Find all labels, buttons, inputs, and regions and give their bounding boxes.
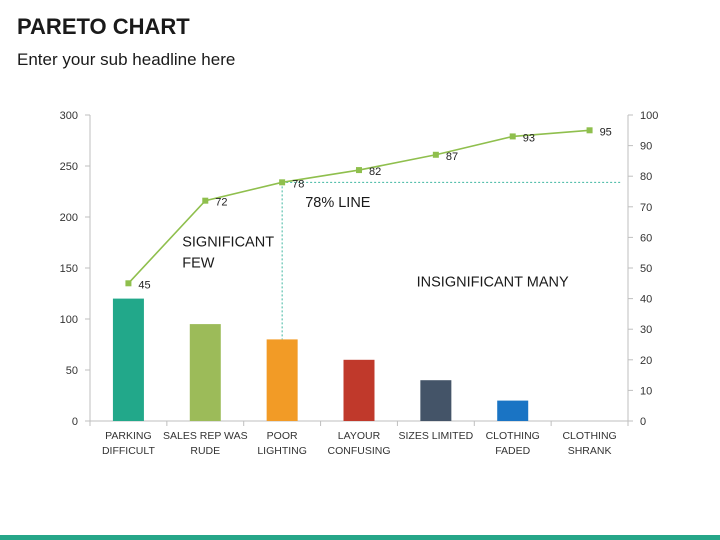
bar <box>189 324 221 421</box>
chart-axes: 0 50 100 150 200 250 300 0 10 20 30 40 50 60 70 80 90 100… <box>60 110 659 457</box>
chart-annotation: 78% LINE <box>305 195 371 211</box>
bar <box>497 400 529 421</box>
x-tick-label-line: LIGHTING <box>257 445 307 457</box>
chart-annotation-line: SIGNIFICANT <box>182 235 274 251</box>
right-tick-label: 10 <box>640 385 652 397</box>
left-tick-label: 200 <box>60 212 78 224</box>
bar <box>112 298 144 421</box>
x-tick-label-line: FADED <box>495 445 530 457</box>
line-data-label: 45 <box>138 279 150 291</box>
x-tick-label-line: SIZES LIMITED <box>399 430 474 442</box>
right-tick-label: 30 <box>640 324 652 336</box>
chart-annotation-line: INSIGNIFICANT MANY <box>417 274 569 290</box>
cumulative-line: 45 72 78 82 87 93 95 <box>125 126 622 340</box>
bar <box>420 380 452 421</box>
x-tick-label: POOR LIGHTING <box>257 430 307 457</box>
x-tick-label: CLOTHING SHRANK <box>562 430 616 457</box>
chart-bars <box>112 298 529 421</box>
x-tick-label-line: CLOTHING <box>562 430 616 442</box>
line-point <box>432 151 439 158</box>
left-tick-label: 0 <box>72 416 78 428</box>
x-tick-label: PARKING DIFFICULT <box>102 430 155 457</box>
line-data-label: 87 <box>446 151 458 163</box>
x-tick-label: SALES REP WAS RUDE <box>163 430 248 457</box>
x-tick-label-line: CLOTHING <box>486 430 540 442</box>
x-tick-label: SIZES LIMITED <box>399 430 474 442</box>
x-tick-label-line: CONFUSING <box>328 445 391 457</box>
right-tick-label: 50 <box>640 263 652 275</box>
right-tick-label: 0 <box>640 416 646 428</box>
line-data-label: 95 <box>600 126 612 138</box>
bar <box>266 339 298 421</box>
footer-accent-bar <box>0 535 720 540</box>
x-tick-label-line: SHRANK <box>568 445 612 457</box>
page-subtitle: Enter your sub headline here <box>17 50 236 69</box>
right-tick-label: 70 <box>640 202 652 214</box>
right-tick-label: 100 <box>640 110 658 122</box>
chart-annotations: 78% LINE SIGNIFICANT FEW INSIGNIFICANT MANY <box>182 195 569 291</box>
x-tick-label-line: POOR <box>267 430 298 442</box>
x-tick-label: LAYOUR CONFUSING <box>328 430 391 457</box>
line-data-label: 93 <box>523 132 535 144</box>
left-tick-label: 100 <box>60 314 78 326</box>
left-tick-label: 250 <box>60 161 78 173</box>
x-tick-label-line: SALES REP WAS <box>163 430 248 442</box>
right-tick-label: 90 <box>640 141 652 153</box>
x-tick-label-line: DIFFICULT <box>102 445 155 457</box>
line-point <box>509 133 516 140</box>
left-tick-label: 150 <box>60 263 78 275</box>
line-point <box>356 167 362 174</box>
line-point <box>202 197 209 204</box>
x-tick-label-line: RUDE <box>190 445 220 457</box>
right-tick-label: 20 <box>640 355 652 367</box>
x-tick-label-line: LAYOUR <box>338 430 381 442</box>
chart-annotation-line: FEW <box>182 256 215 272</box>
chart-annotation: INSIGNIFICANT MANY <box>417 274 569 290</box>
bar <box>343 359 375 421</box>
x-tick-label: CLOTHING FADED <box>486 430 540 457</box>
chart-annotation: SIGNIFICANT FEW <box>182 235 274 272</box>
right-tick-label: 80 <box>640 171 652 183</box>
line-point <box>125 280 132 287</box>
left-tick-label: 300 <box>60 110 78 122</box>
chart-annotation-line: 78% LINE <box>305 195 371 211</box>
right-tick-label: 40 <box>640 294 652 306</box>
page-title: PARETO CHART <box>17 14 190 39</box>
line-data-label: 82 <box>369 166 381 178</box>
line-data-label: 78 <box>292 178 304 190</box>
x-tick-label-line: PARKING <box>105 430 151 442</box>
right-tick-label: 60 <box>640 232 652 244</box>
left-tick-label: 50 <box>66 365 78 377</box>
line-point <box>279 179 286 186</box>
line-point <box>586 127 593 134</box>
line-data-label: 72 <box>215 197 227 209</box>
